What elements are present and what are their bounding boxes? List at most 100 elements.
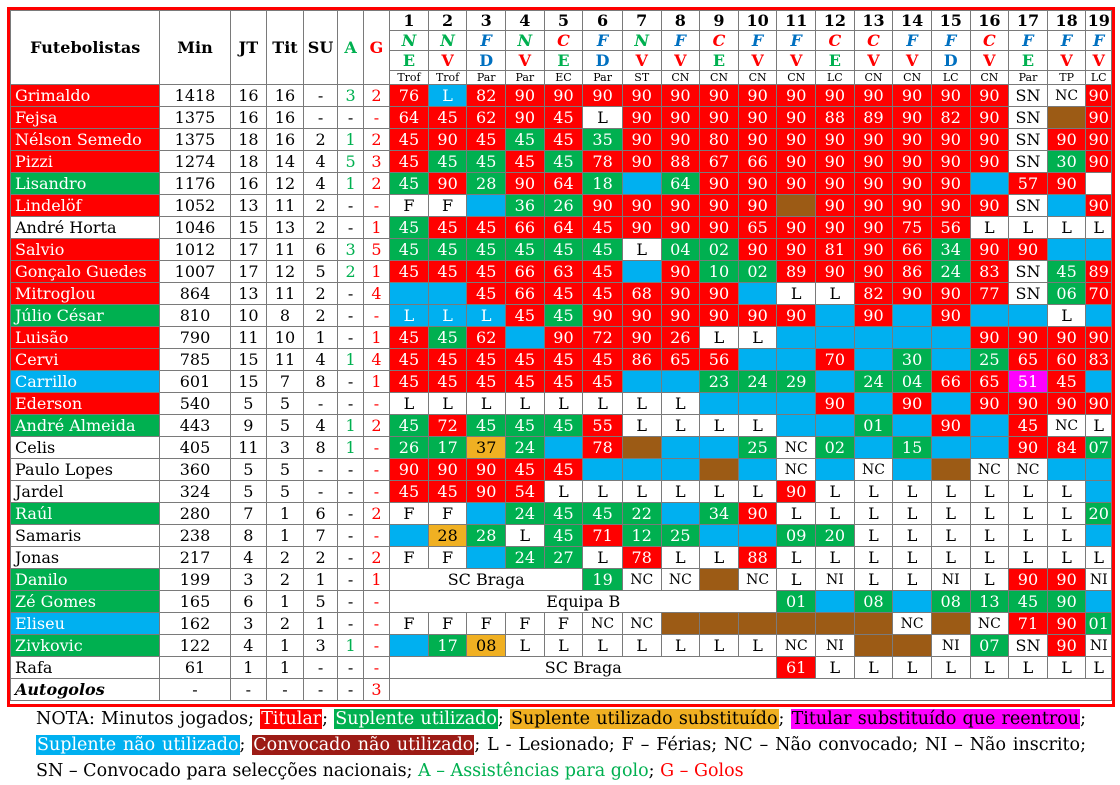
round-cell: 51 [1008, 370, 1048, 393]
player-games: 4 [229, 634, 268, 657]
round-cell [699, 568, 739, 591]
player-goals: - [362, 612, 391, 635]
player-row: Júlio César 810 10 8 2- - L L L 45 45 90 90 90 90 90 90 9… [9, 304, 1112, 327]
player-name: Autogolos [9, 678, 161, 701]
player-row: Fejsa 1375 16 16- - -64 45 62 90 45 L 90 90 90 90 90 88 8… [9, 106, 1112, 129]
round-cell: L [815, 480, 855, 503]
player-assists: - [337, 524, 364, 547]
round-cell: 45 [389, 260, 429, 283]
legend-assists: A – Assistências para golo [418, 761, 649, 781]
round-cell: 45 [427, 370, 468, 393]
player-name: Danilo [9, 568, 161, 591]
player-name: André Almeida [9, 414, 161, 437]
player-sub-apps: 2 [302, 194, 339, 217]
round-cell [699, 612, 739, 635]
round-cell: 90 [737, 84, 778, 107]
round-cell: L [1046, 524, 1087, 547]
player-assists: 2 [337, 260, 364, 283]
round-cell [1085, 480, 1112, 503]
player-games: 3 [229, 612, 268, 635]
round-cell: L [776, 546, 817, 569]
round-result: V [1046, 50, 1087, 71]
player-goals: - [362, 524, 391, 547]
player-minutes: 1375 [159, 106, 231, 129]
player-sub-apps: 8 [302, 370, 339, 393]
player-sub-apps: - [302, 678, 339, 701]
round-cell: 34 [699, 502, 739, 525]
round-cell [853, 634, 894, 657]
round-number: 4 [505, 10, 545, 31]
round-cell: 90 [1046, 590, 1087, 613]
header-su: SU [302, 10, 339, 85]
player-name: André Horta [9, 216, 161, 239]
round-cell: F [505, 612, 545, 635]
player-games: 11 [229, 436, 268, 459]
round-cell: 89 [853, 106, 894, 129]
round-cell: 45 [466, 260, 507, 283]
round-cell: 45 [466, 370, 507, 393]
player-sub-apps: - [302, 392, 339, 415]
header-jt: JT [229, 10, 268, 85]
round-cell [466, 502, 507, 525]
round-cell: 90 [737, 502, 778, 525]
round-cell: 90 [1085, 194, 1112, 217]
round-cell: 24 [505, 502, 545, 525]
player-row: Gonçalo Guedes 1007 17 12 5 2 1 45 45 45 66 63 45 90 1… [9, 260, 1112, 283]
round-cell: 90 [1085, 106, 1112, 129]
player-minutes: 1375 [159, 128, 231, 151]
round-cell: L [853, 546, 894, 569]
header-tit: Tit [266, 10, 304, 85]
round-cell: NC [582, 612, 623, 635]
round-venue: N [505, 30, 545, 51]
player-sub-apps: 4 [302, 172, 339, 195]
round-cell: 08 [853, 590, 894, 613]
player-starts: 1 [266, 634, 304, 657]
player-starts: 12 [266, 260, 304, 283]
round-cell: L [699, 546, 739, 569]
round-cell: 45 [543, 370, 584, 393]
player-goals: 1 [362, 326, 391, 349]
player-games: 15 [229, 370, 268, 393]
player-name: Cervi [9, 348, 161, 371]
round-result: V [660, 50, 701, 71]
legend-suplente: Suplente utilizado [334, 709, 498, 729]
player-starts: 1 [266, 524, 304, 547]
round-cell: 90 [969, 150, 1010, 173]
player-minutes: 1176 [159, 172, 231, 195]
round-cell: 01 [853, 414, 894, 437]
round-cell: 90 [815, 216, 855, 239]
player-row: André Almeida 443 9 5 4 1 2 45 72 45 45 45 55 L L L L 01 9… [9, 414, 1112, 437]
round-cell: 90 [1046, 568, 1087, 591]
round-cell: L [969, 480, 1010, 503]
player-assists: - [337, 216, 364, 239]
round-cell: 17 [427, 436, 468, 459]
round-cell: 90 [930, 150, 971, 173]
round-cell: 12 [621, 524, 662, 547]
round-cell: L [582, 480, 623, 503]
round-competition: LC [930, 70, 971, 85]
round-cell: 90 [1085, 326, 1112, 349]
round-cell: 65 [737, 216, 778, 239]
player-assists: - [337, 568, 364, 591]
round-cell [776, 348, 817, 371]
player-assists: 5 [337, 150, 364, 173]
header-assists: A [337, 10, 364, 85]
round-cell: 90 [466, 458, 507, 481]
round-cell: L [1008, 216, 1048, 239]
round-cell: 45 [543, 128, 584, 151]
round-cell [892, 634, 932, 657]
round-cell: 90 [1046, 392, 1087, 415]
round-cell [582, 458, 623, 481]
round-cell: 90 [660, 84, 701, 107]
round-cell: 45 [466, 238, 507, 261]
player-row: Samaris 238 8 1 7- -28 28 L 45 71 12 25 09 20 L L L L L L [9, 524, 1112, 547]
player-goals: 5 [362, 238, 391, 261]
round-cell: 90 [660, 216, 701, 239]
round-venue: N [427, 30, 468, 51]
player-row: Salvio 1012 17 11 6 3 5 45 45 45 45 45 45 L 04 02 90 90 81… [9, 238, 1112, 261]
round-number: 9 [699, 10, 739, 31]
round-cell: 90 [892, 128, 932, 151]
round-cell [815, 370, 855, 393]
round-cell [737, 612, 778, 635]
round-cell: 45 [582, 282, 623, 305]
